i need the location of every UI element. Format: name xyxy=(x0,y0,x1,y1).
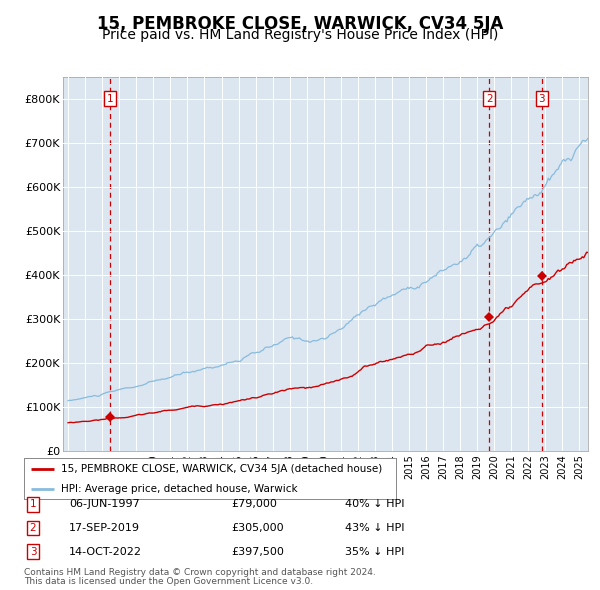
Text: HPI: Average price, detached house, Warwick: HPI: Average price, detached house, Warw… xyxy=(61,484,298,494)
Text: 2: 2 xyxy=(29,523,37,533)
Text: Contains HM Land Registry data © Crown copyright and database right 2024.: Contains HM Land Registry data © Crown c… xyxy=(24,568,376,577)
Text: 40% ↓ HPI: 40% ↓ HPI xyxy=(345,500,404,509)
Text: 14-OCT-2022: 14-OCT-2022 xyxy=(69,547,142,556)
Text: 3: 3 xyxy=(538,94,545,104)
Text: 1: 1 xyxy=(29,500,37,509)
Text: 2: 2 xyxy=(486,94,493,104)
Text: £79,000: £79,000 xyxy=(231,500,277,509)
Text: £305,000: £305,000 xyxy=(231,523,284,533)
Text: 17-SEP-2019: 17-SEP-2019 xyxy=(69,523,140,533)
Text: 43% ↓ HPI: 43% ↓ HPI xyxy=(345,523,404,533)
Text: 1: 1 xyxy=(106,94,113,104)
Text: 3: 3 xyxy=(29,547,37,556)
Text: 15, PEMBROKE CLOSE, WARWICK, CV34 5JA (detached house): 15, PEMBROKE CLOSE, WARWICK, CV34 5JA (d… xyxy=(61,464,382,474)
Text: Price paid vs. HM Land Registry's House Price Index (HPI): Price paid vs. HM Land Registry's House … xyxy=(102,28,498,42)
Text: £397,500: £397,500 xyxy=(231,547,284,556)
Text: 15, PEMBROKE CLOSE, WARWICK, CV34 5JA: 15, PEMBROKE CLOSE, WARWICK, CV34 5JA xyxy=(97,15,503,34)
Text: 06-JUN-1997: 06-JUN-1997 xyxy=(69,500,140,509)
Text: 35% ↓ HPI: 35% ↓ HPI xyxy=(345,547,404,556)
Text: This data is licensed under the Open Government Licence v3.0.: This data is licensed under the Open Gov… xyxy=(24,578,313,586)
